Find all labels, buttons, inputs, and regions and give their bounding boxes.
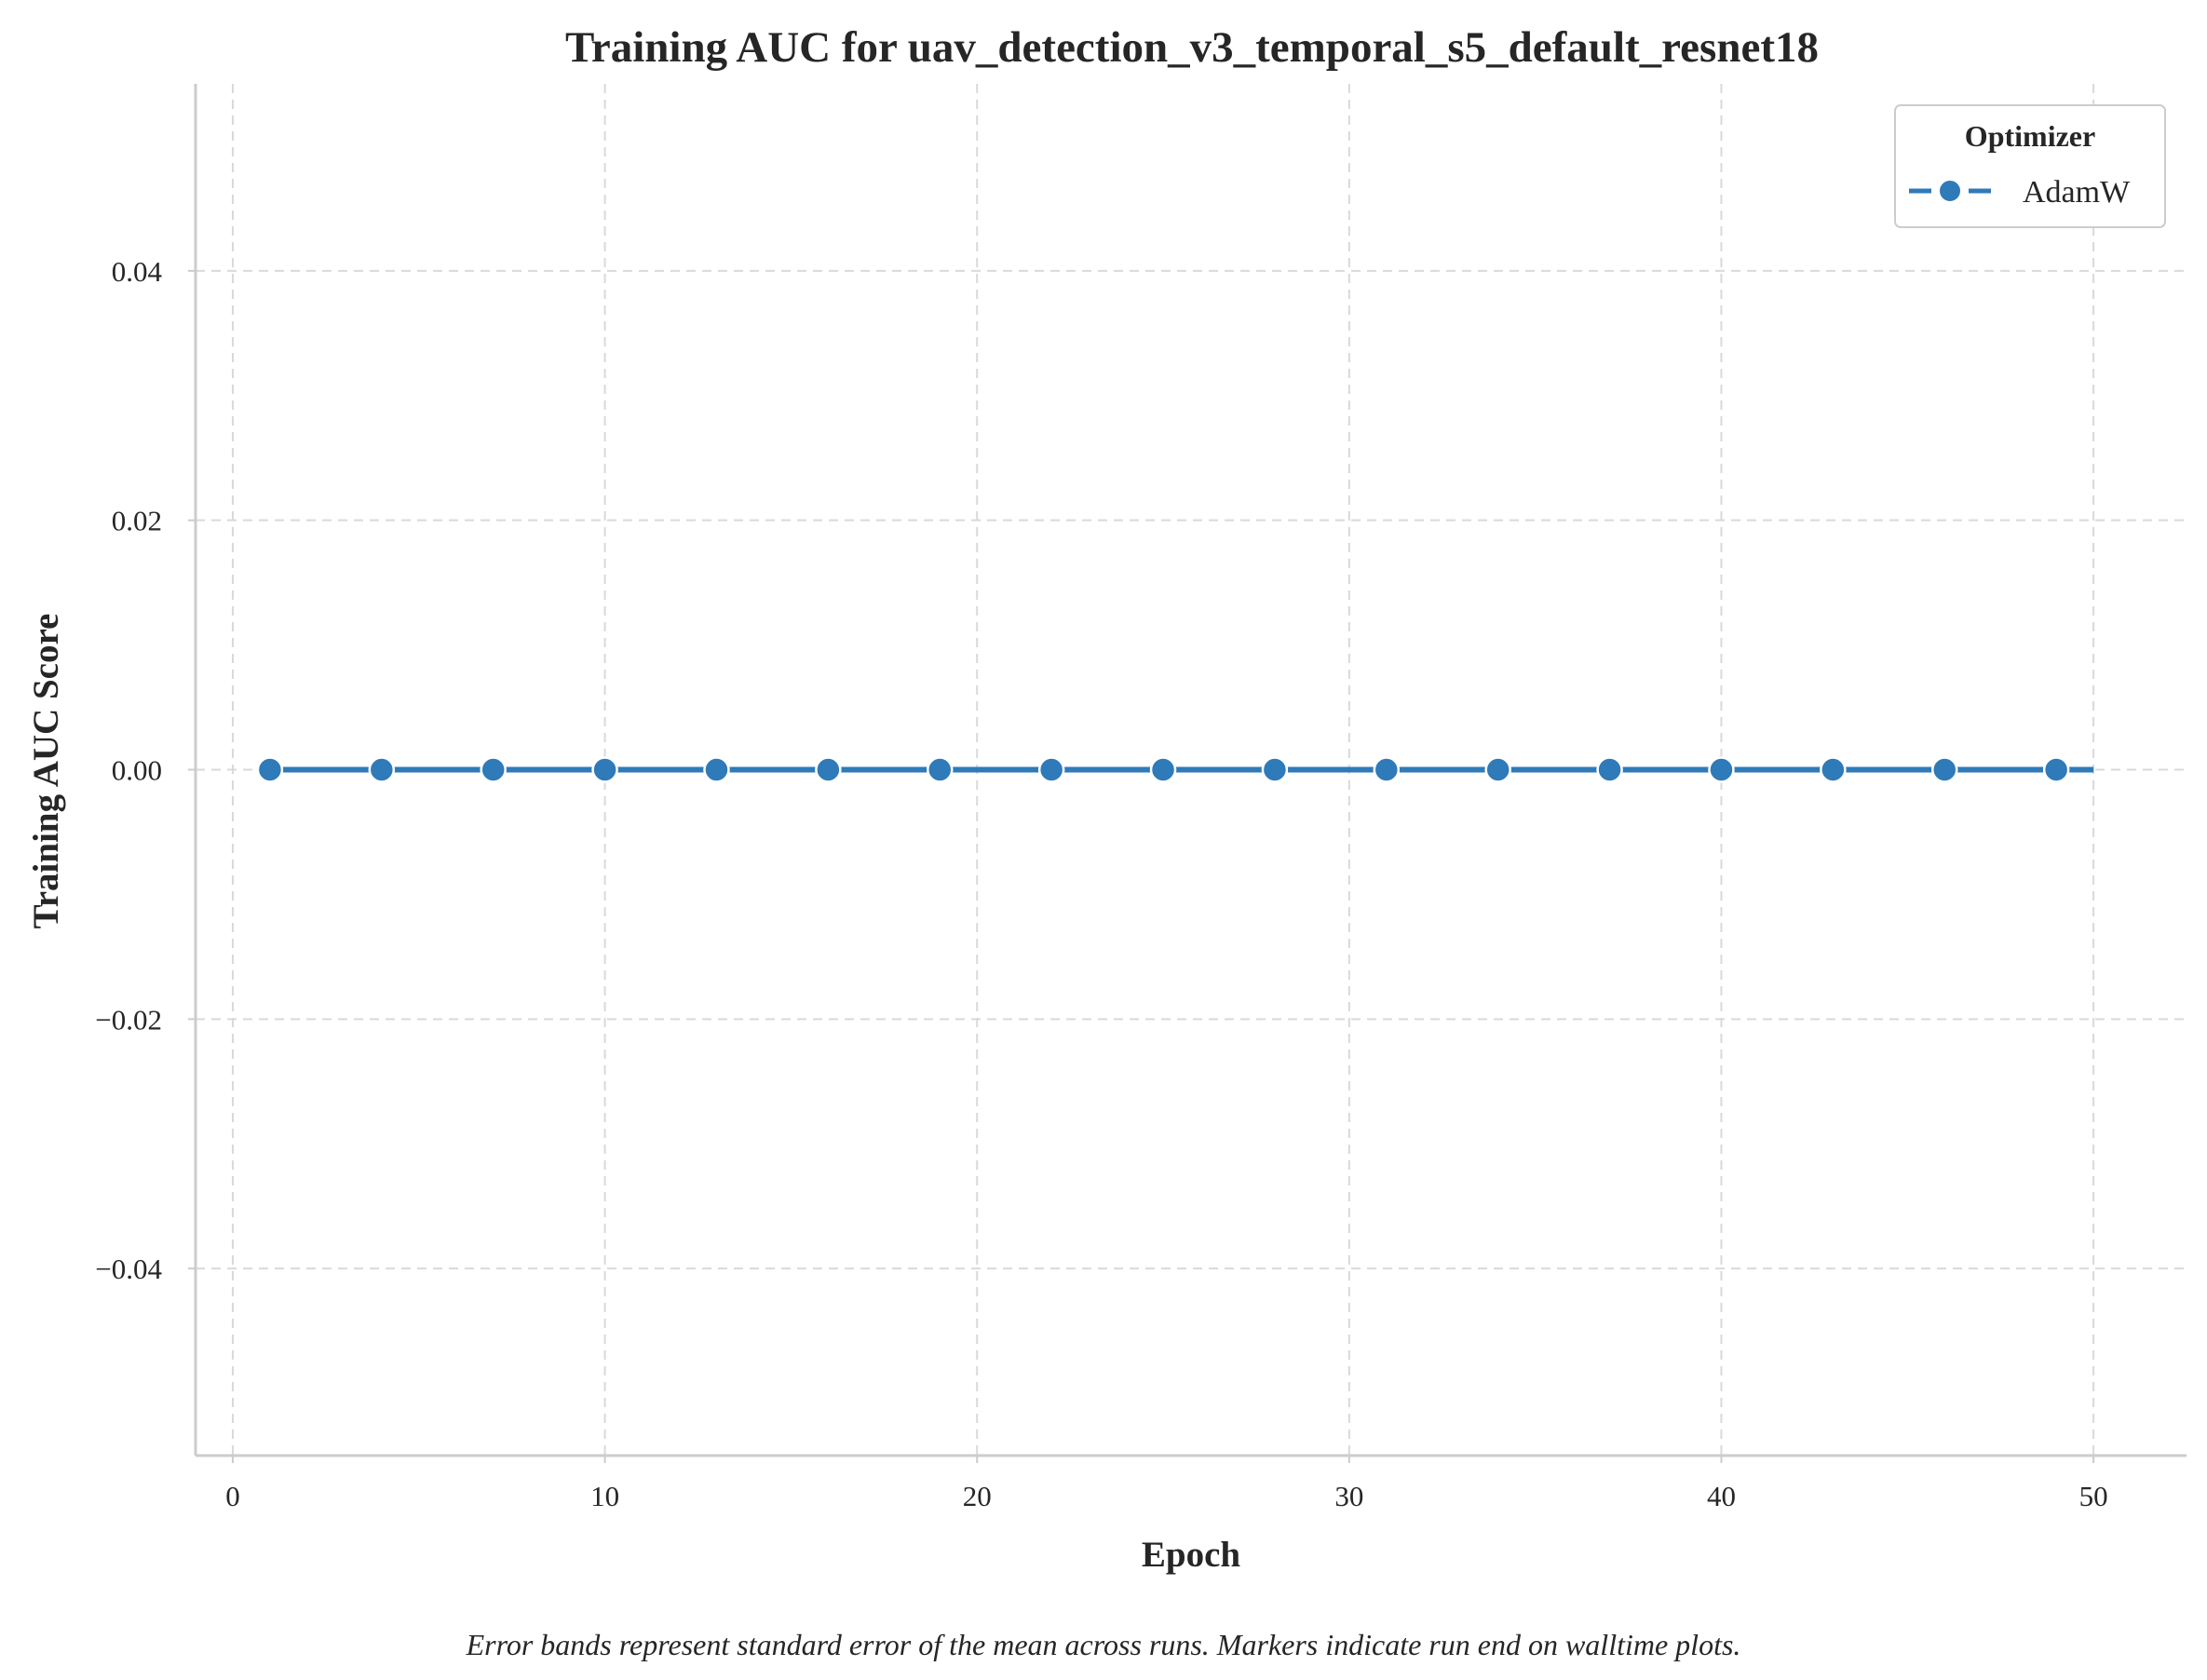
legend-marker-swatch [1938, 179, 1962, 203]
y-tick-label: 0.02 [112, 505, 162, 537]
data-point [1820, 756, 1847, 783]
x-tick-label: 40 [1707, 1480, 1736, 1512]
data-point [815, 756, 842, 783]
data-point [1930, 756, 1958, 783]
data-point [1261, 756, 1289, 783]
data-point [256, 756, 284, 783]
data-point [2042, 756, 2070, 783]
y-tick-label: −0.02 [95, 1003, 162, 1036]
x-tick-label: 20 [963, 1480, 992, 1512]
data-point [591, 756, 618, 783]
data-point [480, 756, 507, 783]
data-point [1708, 756, 1735, 783]
legend-box [1894, 104, 2166, 228]
data-point [1484, 756, 1511, 783]
y-tick-label: 0.00 [112, 754, 162, 787]
legend: Optimizer AdamW [1894, 104, 2166, 228]
x-axis-label: Epoch [1142, 1535, 1241, 1575]
x-tick-label: 10 [590, 1480, 619, 1512]
footnote: Error bands represent standard error of … [466, 1628, 1741, 1661]
x-tick-label: 0 [225, 1480, 240, 1512]
y-axis-label: Training AUC Score [26, 614, 66, 929]
series-layer [256, 756, 2094, 783]
x-tick-label: 50 [2079, 1480, 2108, 1512]
x-tick-label: 30 [1334, 1480, 1363, 1512]
data-point [1037, 756, 1065, 783]
data-point [368, 756, 396, 783]
data-point [927, 756, 954, 783]
y-tick-label: 0.04 [112, 255, 163, 288]
data-point [1596, 756, 1623, 783]
ticks-layer: 0 10 20 30 40 50 −0.04 −0.02 0.00 0.02 0.04 [95, 255, 2107, 1512]
data-point [1149, 756, 1177, 783]
legend-entry-label: AdamW [2023, 175, 2131, 210]
chart-title: Training AUC for uav_detection_v3_tempor… [565, 23, 1819, 72]
y-tick-label: −0.04 [95, 1253, 162, 1285]
data-point [1373, 756, 1401, 783]
legend-title: Optimizer [1965, 119, 2095, 153]
data-point [703, 756, 730, 783]
